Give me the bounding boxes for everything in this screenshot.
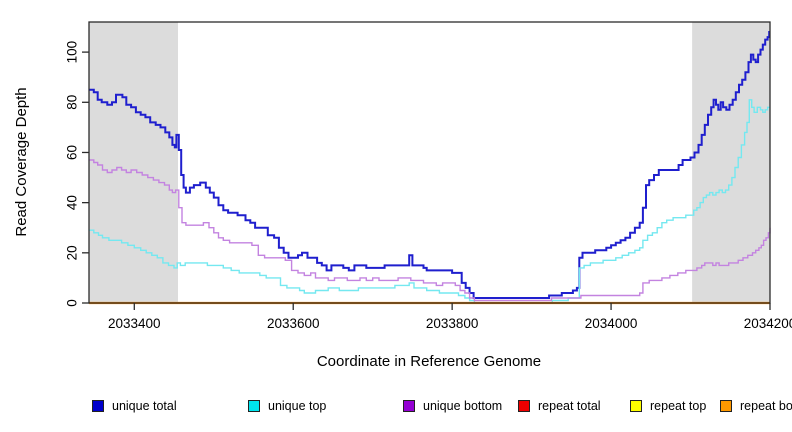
right-repeat-region [692,22,770,303]
x-axis-title: Coordinate in Reference Genome [317,353,541,370]
y-tick-label: 80 [65,95,80,110]
plot-box [88,21,771,304]
y-tick-label: 40 [65,195,80,210]
left-repeat-region [89,22,178,303]
series-line-unique-bottom [89,159,771,302]
x-tick-label: 2033400 [108,316,161,331]
y-tick-label: 60 [65,145,80,160]
repeat-region-shading [89,22,770,303]
y-tick-label: 100 [65,41,80,64]
x-tick-label: 2033800 [426,316,479,331]
y-axis-title: Read Coverage Depth [13,87,30,236]
x-tick-label: 2034200 [744,316,792,331]
plot-border [88,21,771,304]
axes: 2033400 2033600 2033800 2034000 2034200 0 20 40… [65,41,792,331]
y-tick-label: 20 [65,245,80,260]
series-line-unique-top [89,99,770,304]
x-tick-label: 2033600 [267,316,320,331]
series-line-unique-total [89,31,771,299]
y-tick-label: 0 [65,299,80,307]
series-lines [89,31,771,305]
x-tick-label: 2034000 [585,316,638,331]
